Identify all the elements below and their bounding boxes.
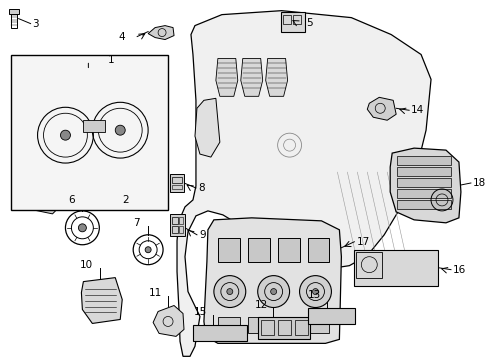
Polygon shape [240,58,262,96]
Bar [172,226,178,233]
Bar [247,318,269,333]
Bar [280,12,304,32]
Bar [247,238,269,262]
Text: 4: 4 [119,32,125,41]
Text: 7: 7 [133,218,140,228]
Bar [396,178,450,187]
Bar [218,238,239,262]
Text: 14: 14 [410,105,424,115]
Text: 10: 10 [80,260,93,270]
Bar [179,226,183,233]
Polygon shape [203,218,341,343]
Text: 16: 16 [452,265,465,275]
Bar [292,15,300,24]
Polygon shape [177,11,430,356]
Circle shape [312,289,318,294]
Bar [282,15,290,24]
Bar [396,167,450,176]
Text: 12: 12 [254,300,267,310]
Text: 9: 9 [199,230,205,240]
Polygon shape [153,306,183,336]
Bar [277,318,299,333]
Bar [172,177,182,183]
Text: 13: 13 [307,289,321,300]
Polygon shape [81,278,122,323]
Text: 1: 1 [108,55,115,66]
Polygon shape [148,26,174,40]
Circle shape [226,289,232,294]
Polygon shape [19,184,66,214]
Bar [193,325,246,341]
Circle shape [115,125,125,135]
Bar [172,185,182,189]
Circle shape [257,276,289,307]
Text: 15: 15 [193,307,206,318]
Text: 8: 8 [198,183,204,193]
Circle shape [299,276,331,307]
Bar [172,217,178,224]
Bar [356,252,382,278]
Polygon shape [215,58,237,96]
Bar [83,120,105,132]
Circle shape [145,247,151,253]
Bar [396,156,450,165]
Circle shape [213,276,245,307]
Polygon shape [265,58,287,96]
Bar [179,217,183,224]
Text: 5: 5 [306,18,312,28]
Bar [396,189,450,198]
Bar [277,320,290,336]
Bar [9,9,19,14]
Bar [170,214,184,236]
Bar [307,318,329,333]
Bar [260,320,273,336]
Text: 18: 18 [472,178,485,188]
Bar [354,250,437,285]
Polygon shape [20,71,162,210]
Bar [257,318,309,339]
Bar [170,174,183,192]
Circle shape [61,130,70,140]
Bar [277,238,299,262]
Text: 6: 6 [68,195,74,205]
Text: 17: 17 [356,237,369,247]
Text: 2: 2 [122,195,129,205]
Circle shape [270,289,276,294]
Bar [11,14,17,28]
Text: 11: 11 [148,288,162,298]
Polygon shape [195,98,220,157]
Bar [396,200,450,209]
Bar [11,55,168,210]
Circle shape [78,224,86,232]
Polygon shape [389,148,460,223]
Text: 3: 3 [33,19,39,28]
Bar [307,238,329,262]
Polygon shape [366,97,395,120]
Bar [294,320,307,336]
Bar [307,307,355,324]
Bar [218,318,239,333]
